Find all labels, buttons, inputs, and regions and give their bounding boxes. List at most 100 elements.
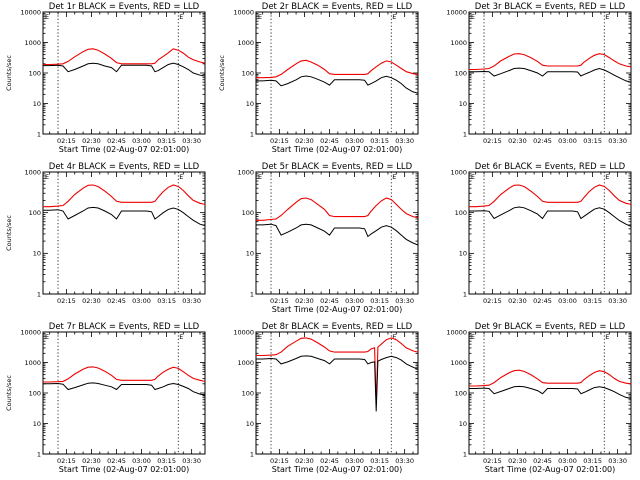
y-tick-label: 1 (463, 450, 467, 458)
y-tick-label: 10 (246, 100, 254, 108)
x-tick-label: 03:00 (345, 457, 364, 465)
y-tick-label: 1 (463, 130, 467, 138)
y-tick-label: 1000 (237, 359, 254, 367)
plot-frame (468, 11, 632, 135)
y-axis-label: Counts/sec (5, 375, 13, 411)
x-axis-label: Start Time (02-Aug-07 02:01:00) (272, 465, 403, 474)
plot-frame (255, 11, 419, 135)
plot-frame (42, 331, 206, 455)
y-tick-label: 10 (459, 420, 467, 428)
y-tick-label: 100 (455, 69, 467, 77)
y-tick-label: 100 (455, 389, 467, 397)
x-tick-label: 03:15 (370, 297, 389, 305)
series-line-red (43, 366, 206, 383)
series-line-red (256, 197, 419, 221)
y-tick-label: 1000 (237, 168, 254, 176)
x-tick-label: 03:00 (558, 457, 577, 465)
x-tick-label: 03:00 (345, 297, 364, 305)
plot-panel-5: Det 5r BLACK = Events, RED = LLD E E 1 10 100… (213, 160, 426, 320)
series-line-red (43, 184, 206, 208)
y-tick-label: 10000 (446, 8, 467, 16)
x-tick-label: 03:30 (608, 137, 627, 145)
y-tick-label: 100 (455, 209, 467, 217)
corner-label-right: E (605, 173, 609, 181)
corner-label-right: E (605, 13, 609, 21)
y-tick-label: 10 (246, 420, 254, 428)
x-tick-label: 03:00 (345, 137, 364, 145)
corner-label-right: E (605, 333, 609, 341)
x-tick-label: 02:30 (508, 137, 527, 145)
series-line-red (469, 184, 632, 208)
corner-label: E (258, 333, 262, 341)
corner-label: E (45, 13, 49, 21)
y-tick-label: 10 (33, 250, 41, 258)
series-line-black (256, 355, 419, 412)
x-axis-label: Start Time (02-Aug-07 02:01:00) (272, 305, 403, 314)
y-tick-label: 1 (37, 290, 41, 298)
y-tick-label: 1 (37, 450, 41, 458)
series-line-black (43, 206, 206, 227)
plot-frame (255, 171, 419, 295)
series-line-red (43, 48, 206, 66)
x-tick-label: 02:15 (270, 137, 289, 145)
plot-panel-2: Det 2r BLACK = Events, RED = LLD E E 1 10 100… (213, 0, 426, 160)
corner-label: E (45, 173, 49, 181)
series-line-black (43, 62, 206, 77)
x-axis-label: Start Time (02-Aug-07 02:01:00) (59, 145, 190, 154)
y-tick-label: 1 (250, 290, 254, 298)
x-tick-label: 03:15 (157, 137, 176, 145)
plot-panel-1: Det 1r BLACK = Events, RED = LLD E E 1 10 100… (0, 0, 213, 160)
x-tick-label: 02:30 (82, 137, 101, 145)
plot-panel-3: Det 3r BLACK = Events, RED = LLD E E 1 10 100… (426, 0, 639, 160)
y-tick-label: 10 (33, 420, 41, 428)
x-tick-label: 03:15 (157, 297, 176, 305)
x-tick-label: 03:15 (370, 457, 389, 465)
x-tick-label: 03:15 (583, 457, 602, 465)
x-tick-label: 03:30 (395, 297, 414, 305)
y-tick-label: 100 (242, 389, 254, 397)
x-axis-label: Start Time (02-Aug-07 02:01:00) (485, 465, 616, 474)
series-line-black (469, 385, 632, 399)
corner-label: E (471, 333, 475, 341)
y-tick-label: 10 (459, 100, 467, 108)
y-tick-label: 10 (246, 250, 254, 258)
series-line-black (469, 206, 632, 227)
y-tick-label: 10000 (20, 8, 41, 16)
x-tick-label: 02:45 (107, 137, 126, 145)
x-tick-label: 02:15 (270, 297, 289, 305)
x-tick-label: 02:15 (57, 457, 76, 465)
series-line-black (256, 223, 419, 246)
corner-label-right: E (179, 13, 183, 21)
y-tick-label: 100 (29, 389, 41, 397)
x-tick-label: 03:15 (583, 297, 602, 305)
plot-title: Det 4r BLACK = Events, RED = LLD (49, 162, 200, 172)
y-tick-label: 1000 (450, 168, 467, 176)
x-axis-label: Start Time (02-Aug-07 02:01:00) (59, 465, 190, 474)
x-tick-label: 02:30 (295, 297, 314, 305)
x-tick-label: 02:45 (533, 457, 552, 465)
corner-label-right: E (392, 333, 396, 341)
y-tick-label: 10 (459, 250, 467, 258)
corner-label: E (258, 13, 262, 21)
x-tick-label: 02:45 (107, 297, 126, 305)
x-tick-label: 03:30 (395, 457, 414, 465)
y-tick-label: 10000 (20, 328, 41, 336)
y-axis-label: Counts/sec (5, 215, 13, 251)
plot-title: Det 1r BLACK = Events, RED = LLD (49, 2, 200, 12)
y-tick-label: 10000 (446, 328, 467, 336)
plot-title: Det 2r BLACK = Events, RED = LLD (262, 2, 413, 12)
x-tick-label: 03:15 (370, 137, 389, 145)
plot-frame (42, 11, 206, 135)
x-tick-label: 03:00 (132, 297, 151, 305)
y-tick-label: 1 (250, 130, 254, 138)
x-tick-label: 03:15 (157, 457, 176, 465)
plot-panel-6: Det 6r BLACK = Events, RED = LLD E E 1 10 100… (426, 160, 639, 320)
series-line-red (469, 369, 632, 387)
x-axis-label: Start Time (02-Aug-07 02:01:00) (272, 145, 403, 154)
